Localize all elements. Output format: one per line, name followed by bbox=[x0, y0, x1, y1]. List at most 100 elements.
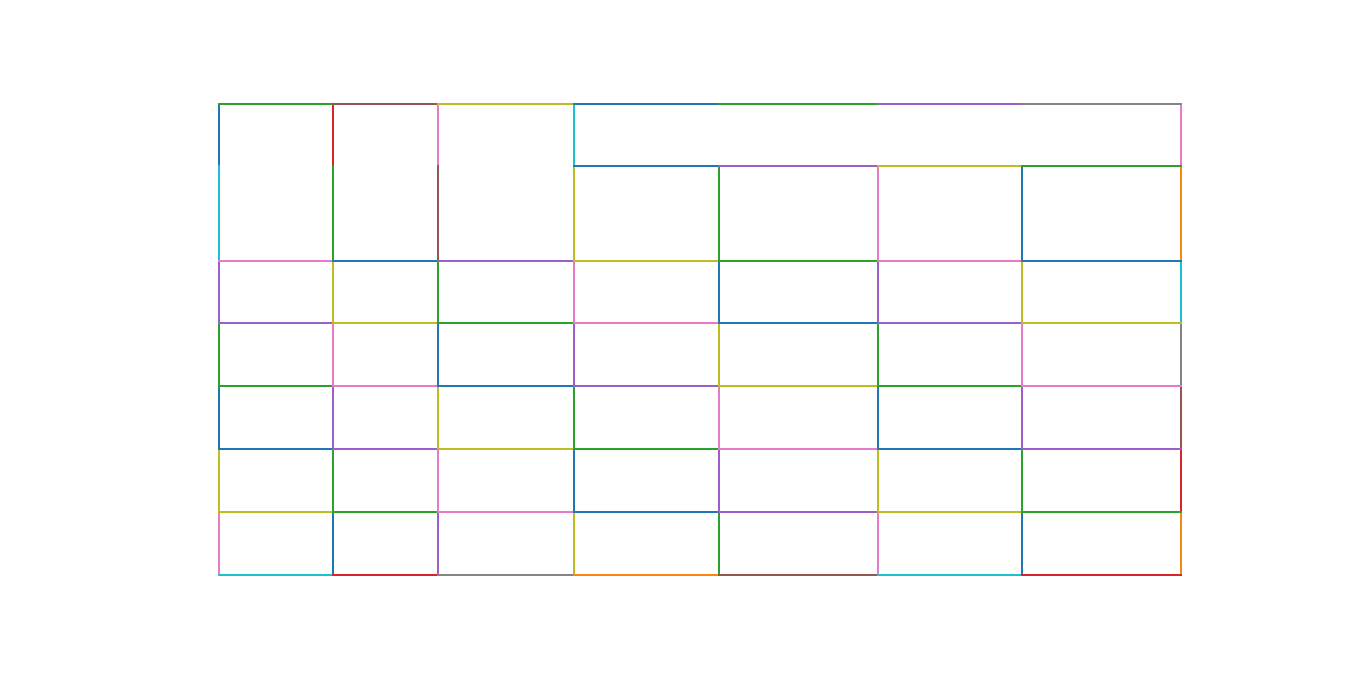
grid-line-segment-vertical bbox=[718, 260, 720, 324]
grid-line-segment-horizontal bbox=[332, 385, 439, 387]
grid-line-segment-vertical bbox=[573, 385, 575, 450]
grid-line-segment-vertical bbox=[573, 322, 575, 387]
grid-line-segment-horizontal bbox=[573, 260, 720, 262]
grid-line-segment-horizontal bbox=[332, 511, 439, 513]
grid-line-segment-vertical bbox=[877, 260, 879, 324]
grid-line-segment-horizontal bbox=[1021, 103, 1182, 105]
grid-line-segment-vertical bbox=[877, 511, 879, 576]
grid-line-segment-horizontal bbox=[218, 511, 334, 513]
grid-line-segment-vertical bbox=[1180, 511, 1182, 576]
grid-line-segment-vertical bbox=[877, 322, 879, 387]
grid-line-segment-horizontal bbox=[1021, 165, 1182, 167]
grid-line-segment-vertical bbox=[1021, 165, 1023, 262]
grid-line-segment-horizontal bbox=[332, 574, 439, 576]
grid-line-segment-horizontal bbox=[218, 385, 334, 387]
grid-line-segment-horizontal bbox=[573, 574, 720, 576]
grid-line-segment-vertical bbox=[1021, 260, 1023, 324]
grid-line-segment-horizontal bbox=[332, 260, 439, 262]
grid-line-segment-vertical bbox=[1180, 322, 1182, 387]
grid-line-segment-vertical bbox=[877, 165, 879, 262]
grid-line-segment-vertical bbox=[877, 448, 879, 513]
grid-line-segment-vertical bbox=[718, 511, 720, 576]
grid-line-segment-horizontal bbox=[218, 448, 334, 450]
grid-line-segment-vertical bbox=[218, 448, 220, 513]
grid-line-segment-vertical bbox=[1180, 260, 1182, 324]
grid-line-segment-vertical bbox=[218, 260, 220, 324]
grid-line-segment-vertical bbox=[1021, 322, 1023, 387]
grid-line-segment-vertical bbox=[437, 322, 439, 387]
grid-line-segment-horizontal bbox=[1021, 385, 1182, 387]
grid-line-segment-horizontal bbox=[877, 165, 1023, 167]
grid-line-segment-horizontal bbox=[573, 511, 720, 513]
grid-line-segment-horizontal bbox=[877, 260, 1023, 262]
grid-line-segment-horizontal bbox=[877, 448, 1023, 450]
grid-line-segment-horizontal bbox=[718, 322, 879, 324]
grid-line-segment-vertical bbox=[1180, 103, 1182, 167]
grid-line-segment-vertical bbox=[218, 385, 220, 450]
grid-line-segment-horizontal bbox=[573, 448, 720, 450]
grid-line-segment-horizontal bbox=[437, 574, 575, 576]
grid-line-segment-horizontal bbox=[437, 260, 575, 262]
grid-line-segment-horizontal bbox=[332, 103, 439, 105]
grid-line-segment-vertical bbox=[1021, 448, 1023, 513]
grid-line-segment-vertical bbox=[718, 385, 720, 450]
grid-line-segment-horizontal bbox=[218, 322, 334, 324]
grid-line-segment-vertical bbox=[218, 103, 220, 167]
grid-line-segment-vertical bbox=[218, 511, 220, 576]
grid-line-segment-horizontal bbox=[1021, 574, 1182, 576]
grid-line-segment-horizontal bbox=[218, 574, 334, 576]
grid-line-segment-horizontal bbox=[718, 511, 879, 513]
grid-line-segment-vertical bbox=[718, 448, 720, 513]
grid-line-segment-horizontal bbox=[437, 103, 575, 105]
grid-line-segment-horizontal bbox=[877, 511, 1023, 513]
grid-line-segment-horizontal bbox=[1021, 260, 1182, 262]
grid-line-segment-vertical bbox=[1180, 385, 1182, 450]
grid-line-segment-horizontal bbox=[573, 322, 720, 324]
grid-line-segment-horizontal bbox=[1021, 322, 1182, 324]
grid-line-segment-horizontal bbox=[573, 165, 720, 167]
grid-line-segment-horizontal bbox=[437, 448, 575, 450]
grid-line-segment-horizontal bbox=[437, 385, 575, 387]
grid-line-segment-vertical bbox=[437, 165, 439, 262]
grid-line-segment-horizontal bbox=[218, 260, 334, 262]
grid-line-segment-vertical bbox=[573, 103, 575, 167]
grid-line-segment-vertical bbox=[1021, 385, 1023, 450]
grid-line-segment-horizontal bbox=[332, 448, 439, 450]
grid-line-segment-vertical bbox=[718, 322, 720, 387]
grid-line-segment-vertical bbox=[1021, 511, 1023, 576]
grid-line-segment-vertical bbox=[332, 260, 334, 324]
grid-line-segment-horizontal bbox=[437, 322, 575, 324]
grid-line-segment-vertical bbox=[437, 385, 439, 450]
grid-line-segment-horizontal bbox=[573, 103, 720, 105]
grid-line-segment-vertical bbox=[1180, 448, 1182, 513]
grid-line-segment-vertical bbox=[573, 165, 575, 262]
grid-line-segment-vertical bbox=[437, 103, 439, 167]
grid-line-segment-vertical bbox=[332, 448, 334, 513]
grid-line-segment-vertical bbox=[218, 165, 220, 262]
grid-line-segment-vertical bbox=[332, 385, 334, 450]
grid-line-segment-vertical bbox=[332, 322, 334, 387]
grid-line-segment-vertical bbox=[332, 511, 334, 576]
grid-line-segment-vertical bbox=[332, 103, 334, 167]
grid-line-segment-horizontal bbox=[877, 574, 1023, 576]
grid-line-segment-horizontal bbox=[877, 385, 1023, 387]
grid-line-segment-vertical bbox=[573, 260, 575, 324]
grid-line-segment-horizontal bbox=[1021, 511, 1182, 513]
grid-line-segment-vertical bbox=[437, 260, 439, 324]
grid-line-segment-vertical bbox=[437, 448, 439, 513]
grid-line-segment-horizontal bbox=[218, 103, 334, 105]
grid-line-segment-horizontal bbox=[437, 511, 575, 513]
grid-line-segment-vertical bbox=[718, 165, 720, 262]
grid-line-segment-horizontal bbox=[718, 448, 879, 450]
grid-line-segment-horizontal bbox=[877, 322, 1023, 324]
grid-line-segment-horizontal bbox=[718, 385, 879, 387]
grid-line-segment-vertical bbox=[218, 322, 220, 387]
grid-line-segment-horizontal bbox=[332, 322, 439, 324]
grid-line-segment-vertical bbox=[332, 165, 334, 262]
grid-line-segment-vertical bbox=[573, 511, 575, 576]
grid-line-segment-horizontal bbox=[1021, 448, 1182, 450]
grid-line-segment-vertical bbox=[437, 511, 439, 576]
grid-line-segment-vertical bbox=[1180, 165, 1182, 262]
